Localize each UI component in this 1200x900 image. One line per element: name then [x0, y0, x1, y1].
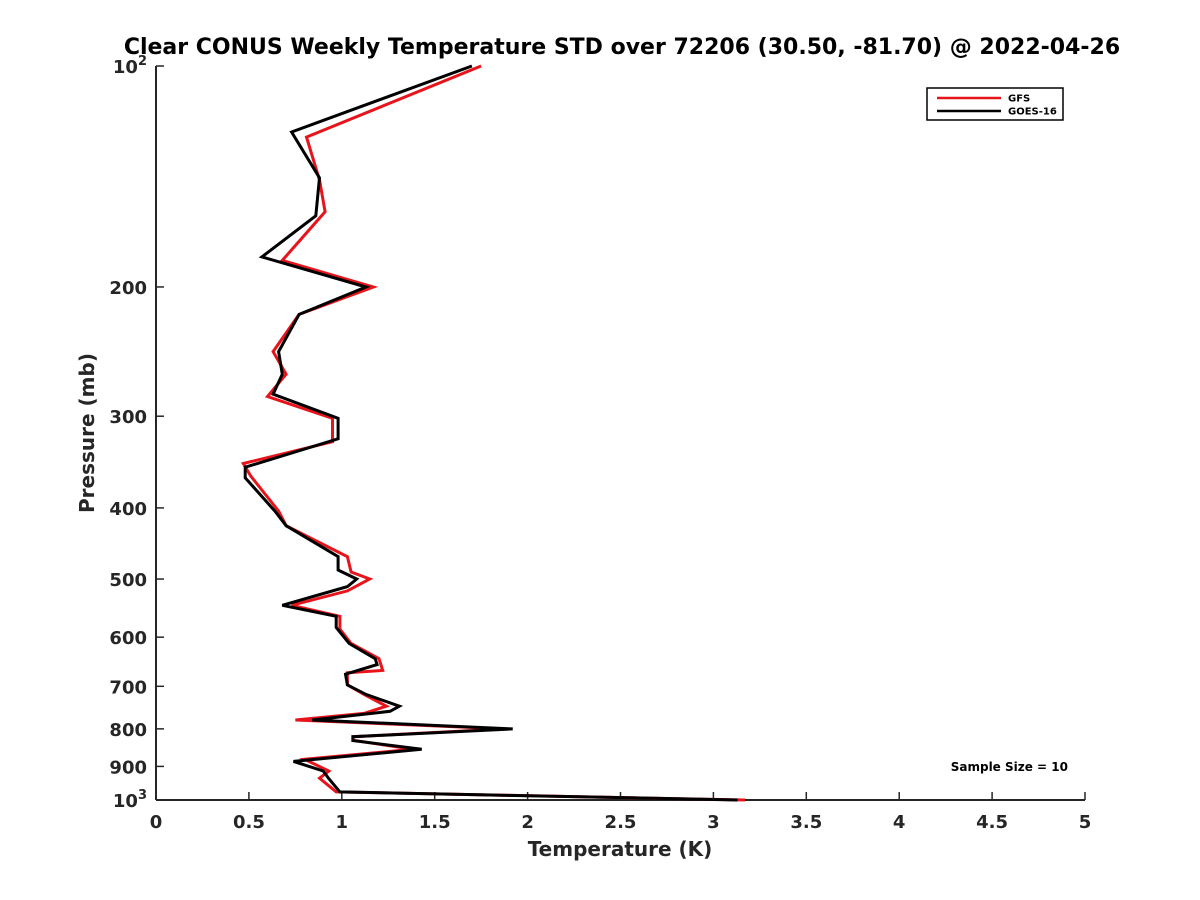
legend-label: GOES-16: [1008, 107, 1057, 118]
y-axis-ticks: 102 200 300 400 500 600 700 800 900 103: [109, 54, 164, 812]
y-tick-label: 800: [109, 720, 147, 741]
x-tick-label: 0.5: [233, 812, 265, 833]
y-tick-label: 300: [109, 407, 147, 428]
y-tick-label: 700: [109, 677, 147, 698]
data-series: [240, 64, 746, 802]
y-tick-label: 500: [109, 570, 147, 591]
x-axis-ticks: 0 0.5 1 1.5 2 2.5 3 3.5 4 4.5 5: [150, 792, 1092, 833]
x-tick-label: 1.5: [419, 812, 451, 833]
y-tick-label: 102: [113, 54, 147, 78]
x-tick-label: 3: [707, 812, 720, 833]
y-tick-label: 400: [109, 499, 147, 520]
x-tick-label: 2: [521, 812, 534, 833]
x-tick-label: 2.5: [605, 812, 637, 833]
y-tick-label: 103: [113, 788, 147, 812]
legend-label: GFS: [1008, 94, 1030, 105]
plot-area: [155, 66, 1085, 801]
x-tick-label: 3.5: [790, 812, 822, 833]
y-tick-label: 900: [109, 757, 147, 778]
x-tick-label: 0: [150, 812, 163, 833]
y-tick-label: 200: [109, 278, 147, 299]
series-line-goes-16: [243, 64, 738, 802]
y-tick-label: 600: [109, 628, 147, 649]
legend-box: [926, 87, 1064, 121]
chart-legend: GFS GOES-16: [926, 87, 1064, 121]
x-tick-label: 4.5: [976, 812, 1008, 833]
y-axis-label: Pressure (mb): [75, 353, 99, 513]
x-tick-label: 5: [1079, 812, 1092, 833]
chart-title: Clear CONUS Weekly Temperature STD over …: [124, 35, 1120, 60]
x-axis-label: Temperature (K): [528, 837, 713, 861]
sample-size-annotation: Sample Size = 10: [951, 760, 1068, 774]
x-tick-label: 4: [893, 812, 906, 833]
x-tick-label: 1: [336, 812, 349, 833]
